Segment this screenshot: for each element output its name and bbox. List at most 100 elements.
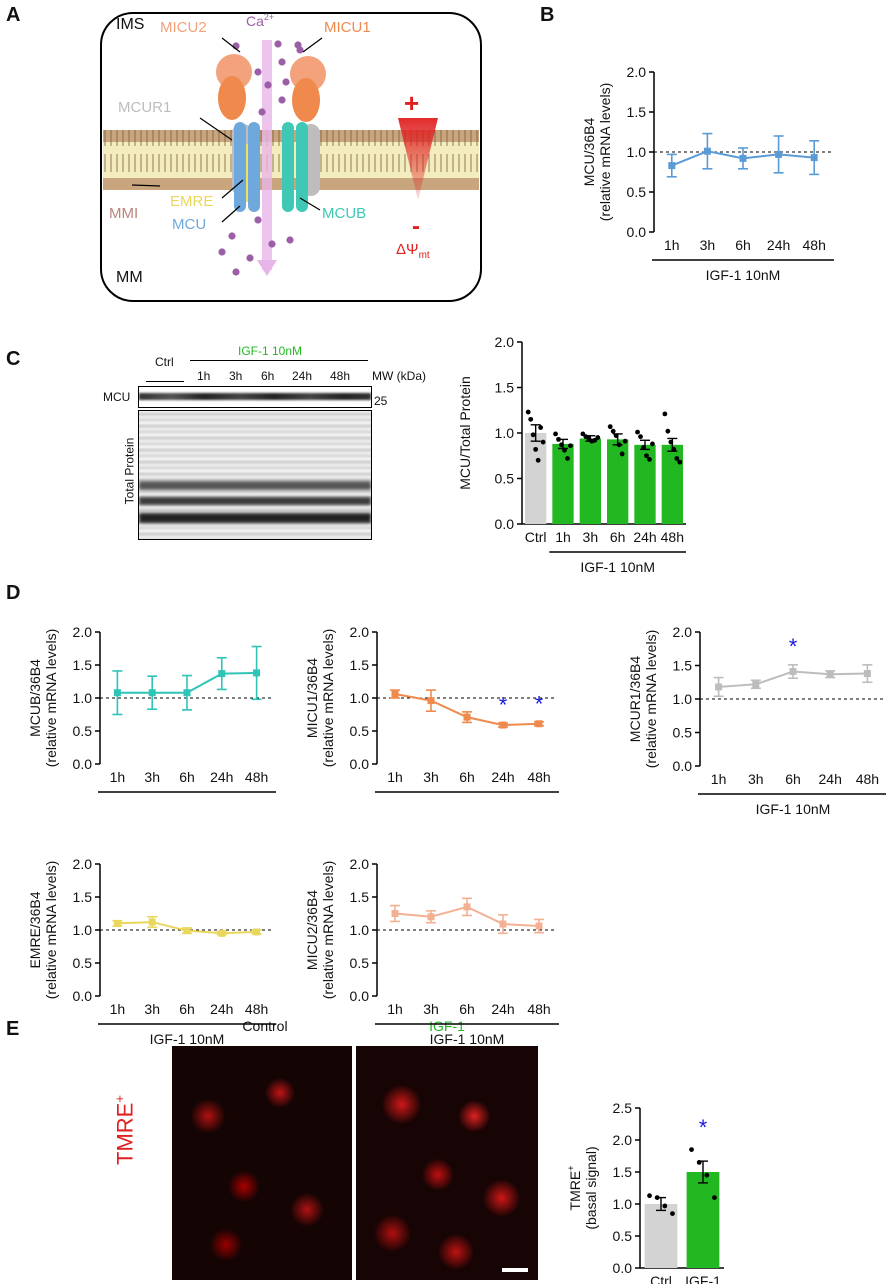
y-axis-label-sup-e: + [566, 1166, 576, 1171]
western-lane-3h: 3h [229, 369, 243, 383]
y-axis-label2-e: (basal signal) [583, 1146, 599, 1229]
point-c-0-6 [540, 439, 546, 445]
data-point-d3-4 [863, 670, 871, 678]
y-tick-label-d5-3: 1.5 [350, 889, 370, 905]
panel-letter-a: A [6, 4, 21, 26]
data-point-d2-2 [463, 713, 471, 721]
y-axis-label-d2: MICU1/36B4 [304, 658, 320, 738]
point-c-3-0 [607, 424, 613, 430]
y-tick-label-d3-0: 0.0 [673, 758, 693, 774]
point-c-4-4 [647, 456, 652, 462]
data-point-b-0 [668, 162, 676, 170]
point-c-0-4 [535, 457, 541, 463]
x-tick-label-d5-4: 48h [527, 1001, 550, 1017]
data-point-d2-4 [535, 720, 543, 728]
x-tick-label-b-1: 3h [700, 237, 716, 253]
chart-d2: 0.0 0.5 1.0 1.5 2.0 MICU1/36B4 (relative mRNA … [304, 624, 559, 793]
point-c-5-1 [665, 428, 671, 434]
x-tick-label-d4-1: 3h [144, 1001, 160, 1017]
point-e-1-0 [689, 1147, 694, 1152]
data-point-d3-3 [826, 670, 834, 678]
x-tick-label-d3-2: 6h [785, 771, 801, 787]
chart-d3: 0.0 0.5 1.0 1.5 2.0 MCUR1/36B4 (relative mRNA … [627, 624, 886, 817]
bar-e-1 [686, 1172, 720, 1268]
x-tick-label-c-0: Ctrl [525, 529, 547, 545]
western-mcu-band-strip [138, 386, 372, 408]
data-point-d1-0 [113, 689, 121, 697]
point-c-0-0 [525, 409, 531, 415]
y-tick-label-d1-3: 1.5 [73, 657, 93, 673]
y-tick-label-d2-2: 1.0 [350, 690, 370, 706]
point-c-2-5 [595, 435, 601, 440]
x-tick-label-d1-2: 6h [179, 769, 195, 785]
x-tick-label-d5-1: 3h [423, 1001, 439, 1017]
significance-marker-d2-0: * [499, 693, 508, 718]
y-tick-label-d1-4: 2.0 [73, 624, 93, 640]
y-tick-label-d1-2: 1.0 [73, 690, 93, 706]
point-e-0-0 [647, 1193, 652, 1199]
point-c-1-1 [556, 436, 561, 442]
y-tick-label-b-4: 2.0 [627, 64, 647, 80]
band-mcu [139, 393, 371, 400]
western-ctrl-label: Ctrl [155, 355, 174, 369]
y-tick-label-b-1: 0.5 [627, 184, 647, 200]
data-point-d5-3 [499, 920, 507, 928]
y-tick-label-d2-4: 2.0 [350, 624, 370, 640]
x-tick-label-c-5: 48h [661, 529, 684, 545]
point-c-3-2 [613, 433, 619, 439]
point-c-0-1 [528, 416, 534, 422]
panel-letter-d: D [6, 582, 21, 604]
point-c-4-1 [638, 434, 643, 440]
y-axis-label-c: MCU/Total Protein [457, 376, 473, 490]
western-treatment-label: IGF-1 10nM [238, 344, 303, 358]
x-tick-label-d5-3: 24h [491, 1001, 514, 1017]
western-band-label: MCU [103, 390, 131, 404]
data-point-d4-0 [113, 919, 121, 927]
data-point-d4-2 [183, 927, 191, 935]
chart-b: 0.0 0.5 1.0 1.5 2.0 MCU/36B4 (relative mRNA le… [581, 64, 834, 283]
western-lane-1h: 1h [197, 369, 211, 383]
point-c-0-5 [538, 425, 544, 430]
data-point-d5-0 [391, 910, 399, 917]
data-point-d1-2 [183, 689, 191, 697]
x-tick-label-d3-3: 24h [819, 771, 842, 787]
western-lane-6h: 6h [261, 369, 275, 383]
y-axis-label2-d2: (relative mRNA levels) [320, 629, 336, 767]
data-point-d1-4 [253, 669, 261, 677]
point-e-0-1 [654, 1195, 660, 1200]
point-c-5-3 [671, 446, 677, 452]
bar-c-4 [634, 444, 656, 524]
x-tick-label-d2-4: 48h [527, 769, 550, 785]
y-tick-label-c-4: 2.0 [495, 334, 515, 350]
point-c-5-0 [662, 411, 668, 417]
bar-c-5 [661, 444, 683, 524]
significance-marker-d3-0: * [789, 634, 798, 659]
x-tick-label-d4-2: 6h [179, 1001, 195, 1017]
point-c-1-5 [568, 443, 573, 449]
significance-marker-d2-1: * [535, 691, 544, 716]
y-tick-label-e-0: 0.0 [613, 1260, 633, 1276]
y-tick-label-d1-1: 0.5 [73, 723, 93, 739]
y-tick-label-d3-3: 1.5 [673, 658, 693, 674]
micrograph-igf1 [356, 1046, 538, 1280]
x-axis-label-c: IGF-1 10nM [580, 559, 655, 575]
western-ctrl-underline [146, 381, 184, 382]
x-tick-label-d2-0: 1h [387, 769, 403, 785]
western-lane-24h: 24h [292, 369, 313, 383]
point-c-3-4 [619, 451, 625, 457]
data-point-b-2 [739, 154, 747, 162]
bar-c-2 [579, 438, 601, 524]
x-tick-label-d2-2: 6h [459, 769, 475, 785]
y-tick-label-e-2: 1.0 [613, 1196, 633, 1212]
point-c-5-4 [674, 456, 680, 461]
x-tick-label-d4-0: 1h [110, 1001, 126, 1017]
y-tick-label-d3-4: 2.0 [673, 624, 693, 640]
y-tick-label-c-2: 1.0 [495, 425, 515, 441]
y-tick-label-e-5: 2.5 [613, 1100, 633, 1116]
x-tick-label-d3-4: 48h [856, 771, 879, 787]
point-c-1-2 [559, 442, 564, 448]
x-axis-label-b: IGF-1 10nM [706, 267, 781, 283]
data-point-d3-0 [715, 683, 723, 691]
x-tick-label-d4-3: 24h [210, 1001, 233, 1017]
x-axis-label-d4: IGF-1 10nM [150, 1031, 225, 1047]
